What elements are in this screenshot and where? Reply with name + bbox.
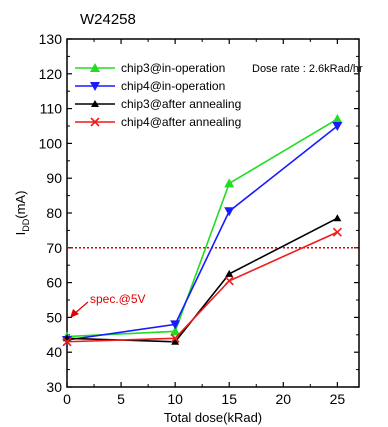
legend-item: chip4@after annealing xyxy=(75,115,241,129)
spec-arrowhead xyxy=(70,309,79,318)
series-4 xyxy=(62,227,342,347)
legend-label: chip4@after annealing xyxy=(121,115,241,129)
y-tick-label: 30 xyxy=(46,379,62,395)
legend-label: chip4@in-operation xyxy=(121,79,225,93)
legend: chip3@in-operation chip4@in-operation chip… xyxy=(75,61,241,129)
y-tick-label: 110 xyxy=(40,101,63,117)
x-tick-label: 20 xyxy=(276,391,292,407)
x-axis-label: Total dose(kRad) xyxy=(164,410,262,425)
y-axis-label-sub: DD xyxy=(21,218,31,231)
data-point xyxy=(170,333,180,343)
data-point xyxy=(170,320,181,330)
y-tick-label: 50 xyxy=(46,309,62,325)
data-point xyxy=(170,326,181,336)
legend-marker xyxy=(90,82,100,91)
svg-text:IDD(mA): IDD(mA) xyxy=(13,191,31,236)
y-tick-label: 100 xyxy=(39,135,63,151)
series-line xyxy=(66,217,338,343)
x-tick-label: 0 xyxy=(63,391,71,407)
series-line xyxy=(66,118,338,338)
data-point xyxy=(224,276,234,286)
data-point xyxy=(333,214,342,222)
y-tick-label: 70 xyxy=(46,240,62,256)
data-point xyxy=(332,114,343,124)
series-3 xyxy=(63,214,342,345)
legend-marker xyxy=(91,100,99,107)
x-axis: 0 5 10 15 20 25 xyxy=(63,39,345,407)
legend-item: chip3@after annealing xyxy=(75,97,241,111)
y-axis-label-main: I xyxy=(13,232,28,236)
legend-marker xyxy=(90,63,100,72)
x-tick-label: 10 xyxy=(167,391,183,407)
data-point xyxy=(171,337,180,345)
series-line xyxy=(66,125,338,341)
x-tick-label: 25 xyxy=(330,391,346,407)
dose-rate-annotation: Dose rate : 2.6kRad/hr xyxy=(252,63,363,75)
chart-title: W24258 xyxy=(80,11,136,28)
legend-label: chip3@in-operation xyxy=(121,61,225,75)
legend-item: chip3@in-operation xyxy=(75,61,225,75)
y-tick-label: 60 xyxy=(46,275,62,291)
y-axis-label: IDD(mA) xyxy=(13,191,31,236)
data-point xyxy=(224,207,235,217)
y-axis-label-unit: (mA) xyxy=(13,191,28,219)
series-line xyxy=(66,231,338,343)
x-tick-label: 15 xyxy=(221,391,237,407)
data-point xyxy=(225,269,234,277)
data-point xyxy=(332,122,343,131)
y-axis: 30 40 50 60 70 80 90 100 110 120 130 xyxy=(39,31,359,395)
series-layer xyxy=(62,114,343,347)
y-tick-label: 90 xyxy=(46,170,62,186)
legend-marker xyxy=(90,117,100,127)
series-2 xyxy=(62,122,343,346)
data-point xyxy=(332,227,342,237)
y-tick-label: 80 xyxy=(46,205,62,221)
legend-item: chip4@in-operation xyxy=(75,79,225,93)
data-point xyxy=(224,178,235,188)
spec-label: spec.@5V xyxy=(90,292,146,306)
y-tick-label: 40 xyxy=(46,344,62,360)
legend-label: chip3@after annealing xyxy=(121,97,241,111)
data-point xyxy=(62,337,72,347)
x-tick-label: 5 xyxy=(117,391,125,407)
y-tick-label: 130 xyxy=(39,31,63,47)
y-tick-label: 120 xyxy=(39,66,63,82)
